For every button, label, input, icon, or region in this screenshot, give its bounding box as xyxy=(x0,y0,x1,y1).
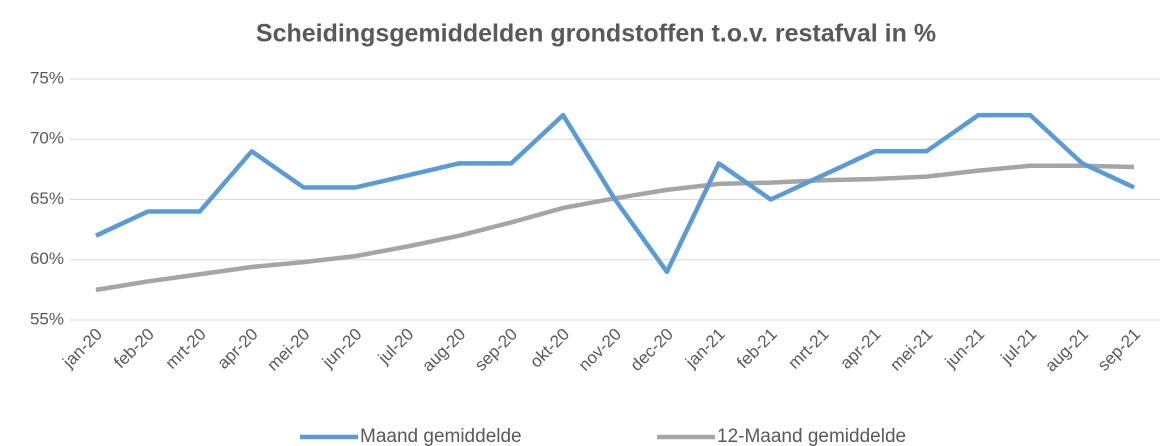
x-tick-label: jul-21 xyxy=(997,325,1041,369)
x-tick-label: jun-20 xyxy=(318,325,366,373)
x-tick-label: aug-21 xyxy=(1041,325,1092,376)
x-tick-label: apr-21 xyxy=(836,325,884,373)
x-tick-label: feb-20 xyxy=(110,325,158,373)
x-tick-label: feb-21 xyxy=(733,325,781,373)
chart-title: Scheidingsgemiddelden grondstoffen t.o.v… xyxy=(256,20,936,48)
x-tick-label: jan-20 xyxy=(58,325,106,373)
legend-label: Maand gemiddelde xyxy=(360,426,522,446)
x-tick-label: nov-20 xyxy=(575,325,625,375)
y-tick-label: 65% xyxy=(30,189,64,208)
line-series xyxy=(95,163,1135,293)
x-tick-label: jul-20 xyxy=(374,325,418,369)
x-tick-label: okt-20 xyxy=(526,325,573,372)
y-tick-label: 70% xyxy=(30,129,64,148)
y-tick-label: 60% xyxy=(30,249,64,268)
x-tick-label: sep-21 xyxy=(1094,325,1144,375)
x-tick-label: jan-21 xyxy=(681,325,729,373)
x-tick-label: dec-20 xyxy=(627,325,677,375)
y-tick-label: 75% xyxy=(30,68,64,87)
x-tick-label: aug-20 xyxy=(418,325,469,376)
legend-label: 12-Maand gemiddelde xyxy=(717,426,906,446)
x-tick-label: mei-20 xyxy=(263,325,313,375)
x-tick-label: apr-20 xyxy=(213,325,261,373)
x-tick-label: sep-20 xyxy=(471,325,521,375)
x-tick-label: jun-21 xyxy=(941,325,989,373)
y-tick-label: 55% xyxy=(30,309,64,328)
x-tick-label: mrt-20 xyxy=(162,325,210,373)
x-tick-label: mei-21 xyxy=(886,325,936,375)
x-tick-label: mrt-21 xyxy=(784,325,832,373)
line-series xyxy=(95,112,1135,275)
